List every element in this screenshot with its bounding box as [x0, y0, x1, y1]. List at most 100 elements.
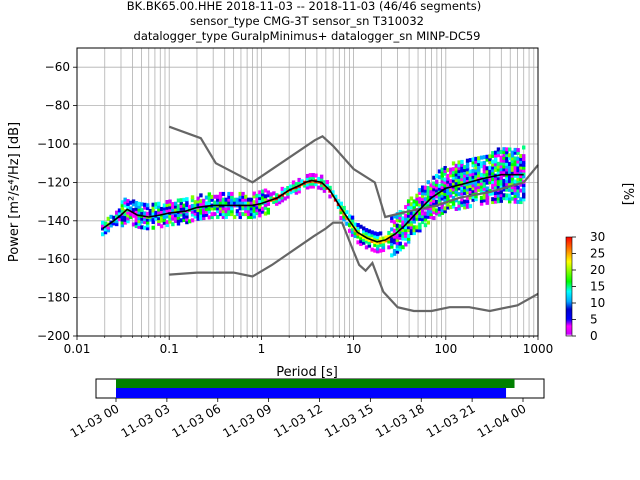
histogram-cell: [485, 180, 489, 185]
histogram-cell: [465, 167, 470, 172]
histogram-cell: [454, 192, 459, 197]
histogram-cell: [446, 176, 450, 181]
histogram-cell: [367, 240, 372, 245]
chart-title-line1: BK.BK65.00.HHE 2018-11-03 -- 2018-11-03 …: [127, 0, 481, 13]
histogram-cell: [460, 171, 464, 176]
histogram-cell: [168, 208, 172, 213]
histogram-cell: [418, 216, 422, 221]
histogram-cell: [451, 161, 456, 166]
histogram-cell: [432, 198, 436, 203]
histogram-cell: [440, 173, 445, 178]
histogram-cell: [516, 171, 520, 176]
histogram-cell: [426, 180, 430, 185]
histogram-cell: [353, 225, 358, 230]
y-tick-label: −120: [37, 175, 70, 189]
histogram-cell: [159, 209, 164, 214]
histogram-cell: [185, 220, 189, 225]
histogram-cell: [255, 199, 259, 204]
histogram-cell: [429, 194, 433, 199]
histogram-cell: [213, 200, 217, 205]
histogram-cell: [238, 194, 242, 199]
histogram-cell: [449, 167, 453, 172]
histogram-cell: [488, 171, 492, 176]
histogram-cell: [328, 185, 332, 190]
histogram-cell: [496, 193, 501, 198]
histogram-cell: [137, 224, 141, 229]
histogram-cell: [392, 220, 397, 225]
histogram-cell: [420, 202, 425, 207]
histogram-cell: [151, 202, 155, 207]
histogram-cell: [460, 200, 464, 205]
histogram-cell: [395, 226, 400, 231]
histogram-cell: [420, 191, 425, 196]
histogram-cell: [162, 206, 167, 211]
histogram-cell: [120, 208, 125, 213]
histogram-cell: [193, 214, 198, 219]
histogram-cell: [440, 208, 445, 213]
histogram-cell: [204, 212, 209, 217]
histogram-cell: [432, 193, 436, 198]
histogram-cell: [423, 217, 428, 222]
histogram-cell: [103, 221, 108, 226]
histogram-cell: [221, 206, 226, 211]
histogram-cell: [258, 196, 262, 201]
histogram-cell: [415, 225, 419, 230]
histogram-cell: [477, 156, 481, 161]
histogram-cell: [129, 215, 133, 220]
histogram-cell: [123, 217, 127, 222]
histogram-cell: [134, 201, 139, 206]
histogram-cell: [418, 211, 422, 216]
histogram-cell: [171, 202, 175, 207]
histogram-cell: [468, 195, 473, 200]
histogram-cell: [412, 210, 416, 215]
histogram-cell: [406, 236, 411, 241]
histogram-cell: [182, 206, 186, 211]
histogram-cell: [479, 178, 484, 183]
histogram-cell: [376, 237, 380, 242]
histogram-cell: [457, 163, 461, 168]
histogram-cell: [415, 199, 419, 204]
histogram-cell: [482, 175, 487, 180]
x-tick-label: 1000: [523, 342, 554, 356]
histogram-cell: [502, 167, 506, 172]
histogram-cell: [451, 201, 456, 206]
histogram-cell: [460, 159, 464, 164]
histogram-cell: [230, 212, 234, 217]
histogram-cell: [179, 201, 183, 206]
histogram-cell: [182, 212, 186, 217]
histogram-cell: [227, 200, 231, 205]
histogram-cell: [491, 168, 495, 173]
histogram-cell: [246, 214, 251, 219]
y-tick-label: −160: [37, 252, 70, 266]
histogram-cell: [120, 220, 125, 225]
colorbar-tick-label: 5: [590, 313, 598, 327]
histogram-cell: [479, 198, 484, 203]
histogram-cell: [145, 203, 150, 208]
histogram-cell: [519, 188, 523, 193]
histogram-cell: [519, 182, 523, 187]
histogram-cell: [493, 167, 498, 172]
histogram-cell: [429, 189, 433, 194]
histogram-cell: [252, 211, 256, 216]
histogram-cell: [373, 234, 377, 239]
histogram-cell: [513, 168, 518, 173]
histogram-cell: [190, 218, 195, 223]
histogram-cell: [157, 207, 161, 212]
histogram-cell: [381, 239, 386, 244]
histogram-cell: [437, 198, 442, 203]
histogram-cell: [457, 180, 461, 185]
histogram-cell: [235, 197, 240, 202]
histogram-cell: [454, 166, 459, 171]
histogram-cell: [227, 197, 231, 202]
histogram-cell: [420, 211, 425, 216]
histogram-cell: [100, 220, 105, 225]
histogram-cell: [157, 204, 161, 209]
histogram-cell: [496, 190, 501, 195]
histogram-cell: [252, 214, 256, 219]
histogram-cell: [496, 164, 501, 169]
histogram-cell: [516, 148, 520, 153]
histogram-cell: [235, 200, 240, 205]
histogram-cell: [266, 210, 271, 215]
histogram-cell: [112, 215, 116, 220]
histogram-cell: [390, 218, 394, 223]
